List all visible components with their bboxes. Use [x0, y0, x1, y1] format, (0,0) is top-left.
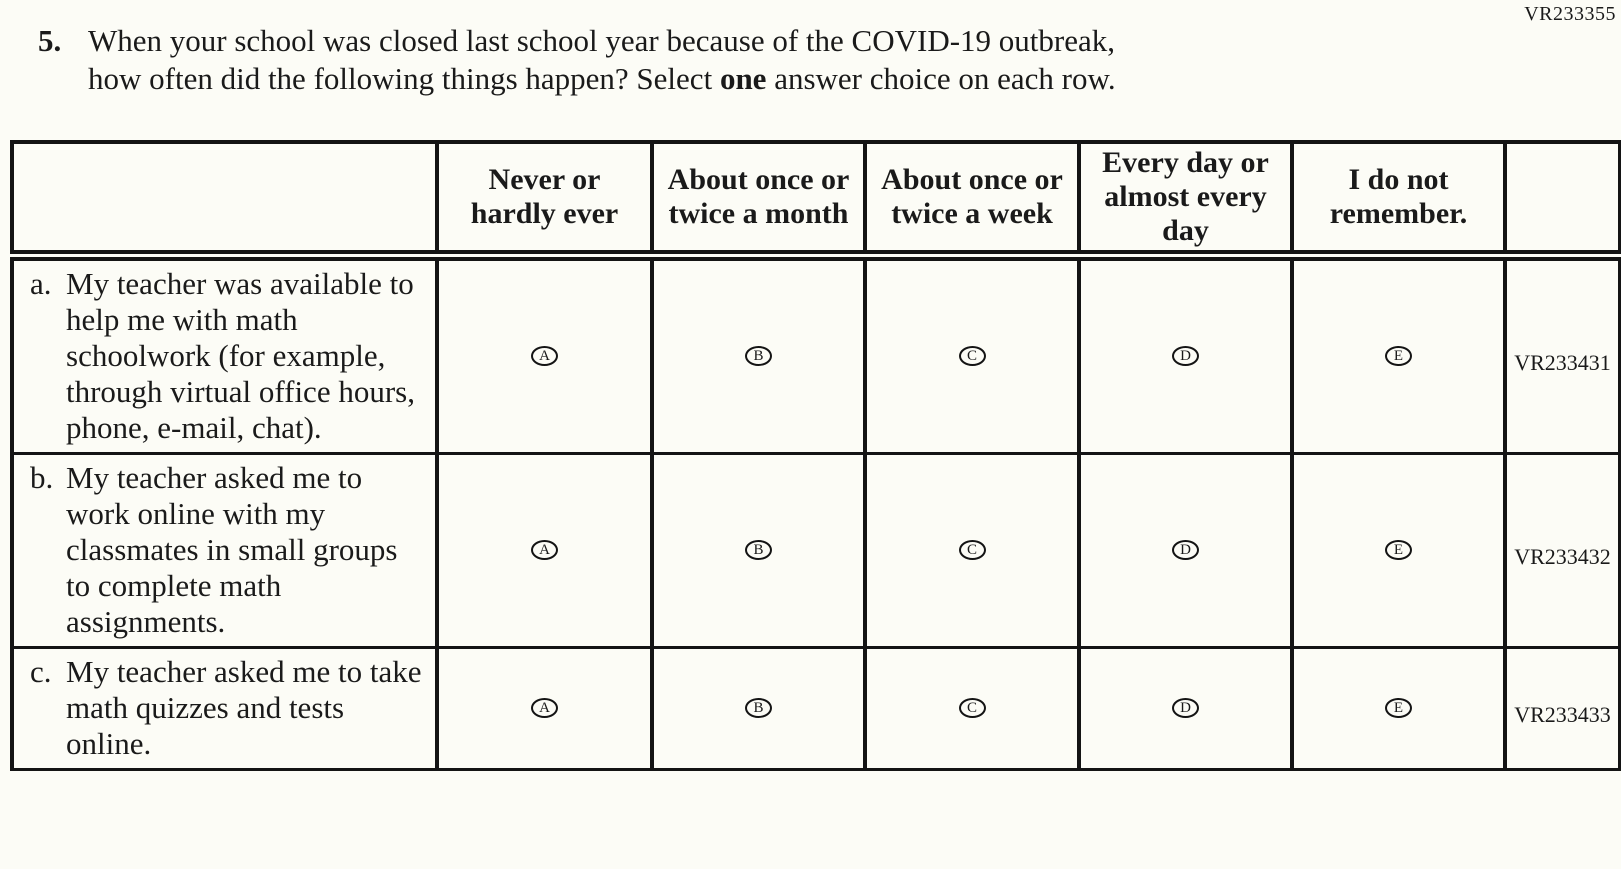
row-c-cell-week[interactable]: C	[863, 645, 1081, 771]
row-b-cell-not-remember[interactable]: E	[1290, 451, 1507, 649]
choice-bubble-b[interactable]: B	[745, 698, 772, 718]
table-row-a: a. My teacher was available to help me w…	[10, 253, 1621, 455]
column-header-every-day: Every day or almost every day	[1077, 140, 1294, 261]
row-a-code: VR233431	[1503, 253, 1621, 455]
row-c-letter: c.	[30, 653, 52, 689]
row-b-cell-month[interactable]: B	[650, 451, 867, 649]
row-c-cell-month[interactable]: B	[650, 645, 867, 771]
choice-bubble-b[interactable]: B	[745, 540, 772, 560]
row-a-cell-never[interactable]: A	[435, 253, 654, 455]
choice-bubble-a[interactable]: A	[531, 540, 558, 560]
choice-bubble-c[interactable]: C	[958, 698, 986, 718]
row-c-stem: c. My teacher asked me to take math quiz…	[10, 645, 439, 771]
row-b-cell-never[interactable]: A	[435, 451, 654, 649]
row-a-cell-not-remember[interactable]: E	[1290, 253, 1507, 455]
table-row-c: c. My teacher asked me to take math quiz…	[10, 645, 1621, 771]
choice-bubble-d[interactable]: D	[1172, 346, 1199, 366]
row-b-stem: b. My teacher asked me to work online wi…	[10, 451, 439, 649]
row-c-code: VR233433	[1503, 645, 1621, 771]
row-b-letter: b.	[30, 459, 54, 495]
row-a-letter: a.	[30, 265, 52, 301]
row-b-cell-every-day[interactable]: D	[1077, 451, 1294, 649]
choice-bubble-e[interactable]: E	[1385, 540, 1412, 560]
row-c-cell-never[interactable]: A	[435, 645, 654, 771]
choice-bubble-e[interactable]: E	[1385, 346, 1412, 366]
column-header-not-remember: I do not remember.	[1290, 140, 1507, 261]
row-a-text: My teacher was available to help me with…	[66, 265, 415, 445]
question-number: 5.	[38, 23, 62, 58]
choice-bubble-d[interactable]: D	[1172, 540, 1199, 560]
column-header-month: About once or twice a month	[650, 140, 867, 261]
response-grid: Never or hardly ever About once or twice…	[10, 140, 1621, 771]
question-text: When your school was closed last school …	[88, 22, 1116, 98]
row-c-cell-every-day[interactable]: D	[1077, 645, 1294, 771]
column-header-week: About once or twice a week	[863, 140, 1081, 261]
choice-bubble-a[interactable]: A	[531, 346, 558, 366]
header-row: Never or hardly ever About once or twice…	[10, 140, 1621, 261]
row-b-cell-week[interactable]: C	[863, 451, 1081, 649]
choice-bubble-e[interactable]: E	[1385, 698, 1412, 718]
row-c-text: My teacher asked me to take math quizzes…	[66, 653, 422, 761]
choice-bubble-a[interactable]: A	[531, 698, 558, 718]
table-row-b: b. My teacher asked me to work online wi…	[10, 451, 1621, 649]
row-b-text: My teacher asked me to work online with …	[66, 459, 398, 639]
question-block: 5. When your school was closed last scho…	[38, 22, 1116, 98]
question-line-1: When your school was closed last school …	[88, 23, 1115, 58]
choice-bubble-c[interactable]: C	[958, 346, 986, 366]
question-bold-word: one	[719, 61, 767, 96]
row-a-cell-every-day[interactable]: D	[1077, 253, 1294, 455]
choice-bubble-d[interactable]: D	[1172, 698, 1199, 718]
question-line-2: how often did the following things happe…	[88, 61, 1116, 96]
row-b-code: VR233432	[1503, 451, 1621, 649]
row-a-cell-month[interactable]: B	[650, 253, 867, 455]
row-c-cell-not-remember[interactable]: E	[1290, 645, 1507, 771]
form-code: VR233355	[1524, 3, 1616, 25]
row-a-cell-week[interactable]: C	[863, 253, 1081, 455]
column-header-never: Never or hardly ever	[435, 140, 654, 261]
stem-header-empty	[10, 140, 439, 261]
choice-bubble-b[interactable]: B	[745, 346, 772, 366]
code-header-empty	[1503, 140, 1621, 261]
choice-bubble-c[interactable]: C	[958, 540, 986, 560]
row-a-stem: a. My teacher was available to help me w…	[10, 253, 439, 455]
